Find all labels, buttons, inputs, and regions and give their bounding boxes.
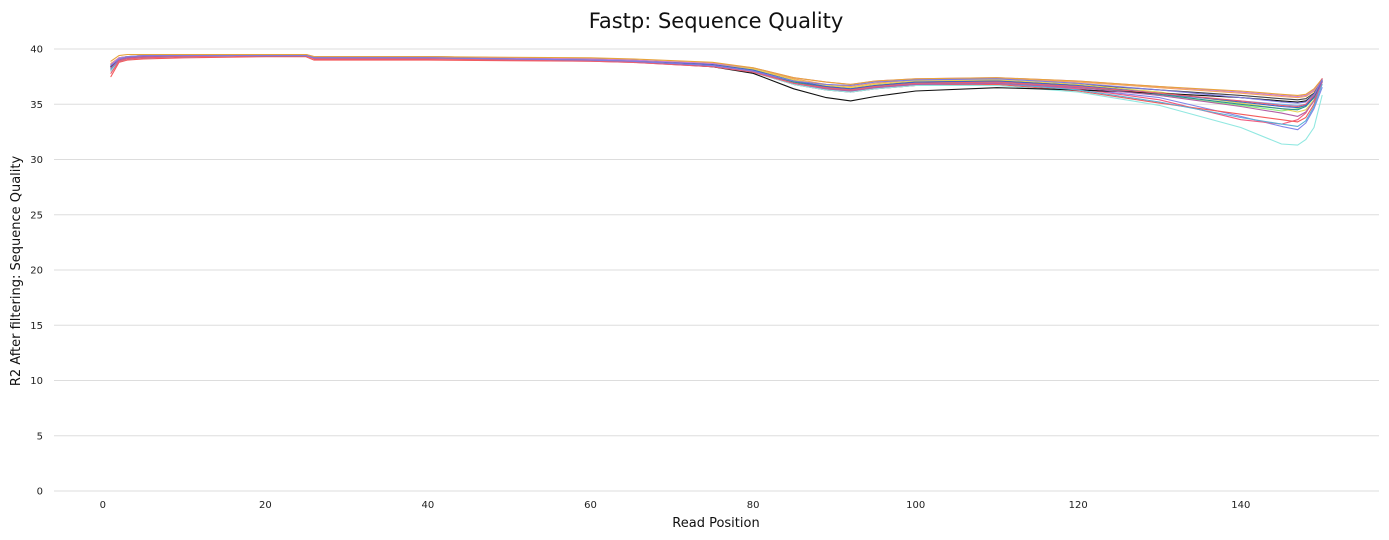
y-tick-label: 30 bbox=[30, 155, 43, 166]
x-tick-label: 20 bbox=[259, 500, 272, 511]
y-tick-label: 15 bbox=[30, 321, 43, 332]
y-tick-label: 10 bbox=[30, 376, 43, 387]
y-tick-label: 0 bbox=[37, 487, 43, 498]
x-tick-label: 40 bbox=[422, 500, 435, 511]
y-axis-ticks: 0 5 10 15 20 25 30 35 40 bbox=[30, 45, 43, 498]
series-line-17[interactable] bbox=[110, 55, 1323, 108]
series-line-18[interactable] bbox=[110, 55, 1323, 104]
x-tick-label: 0 bbox=[100, 500, 106, 511]
x-tick-label: 80 bbox=[747, 500, 760, 511]
y-tick-label: 20 bbox=[30, 266, 43, 277]
y-axis-label: R2 After filtering: Sequence Quality bbox=[9, 156, 24, 387]
x-tick-label: 120 bbox=[1069, 500, 1088, 511]
series-lines bbox=[110, 53, 1323, 146]
y-tick-label: 25 bbox=[30, 210, 43, 221]
y-tick-label: 5 bbox=[37, 431, 43, 442]
x-tick-label: 140 bbox=[1231, 500, 1250, 511]
series-line-14[interactable] bbox=[110, 53, 1323, 96]
chart-title: Fastp: Sequence Quality bbox=[589, 9, 844, 33]
y-tick-label: 35 bbox=[30, 100, 43, 111]
x-axis-ticks: 0 20 40 60 80 100 120 140 bbox=[100, 500, 1251, 511]
x-tick-label: 100 bbox=[906, 500, 925, 511]
x-tick-label: 60 bbox=[584, 500, 597, 511]
x-axis-label: Read Position bbox=[672, 516, 759, 531]
y-tick-label: 40 bbox=[30, 45, 43, 56]
grid-lines bbox=[54, 48, 1379, 492]
